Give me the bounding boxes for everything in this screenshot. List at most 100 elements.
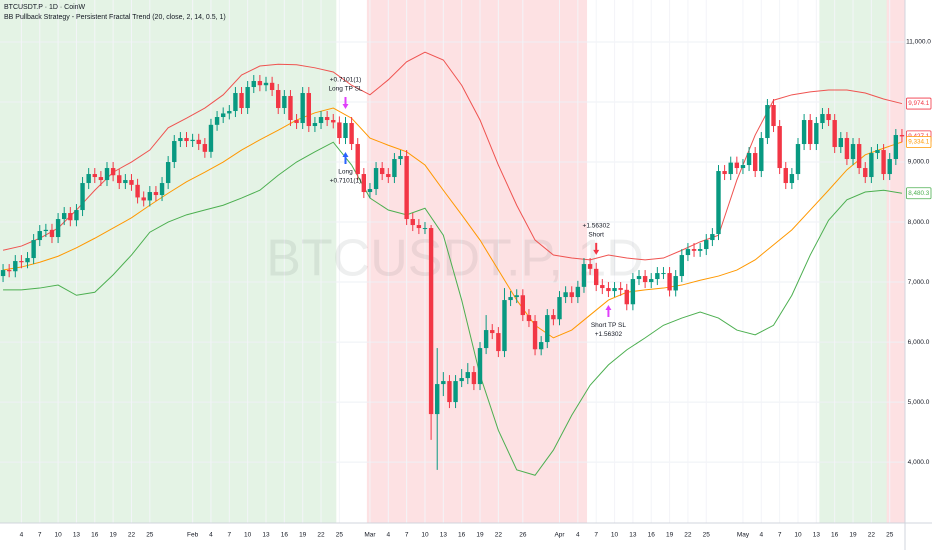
x-tick-label: 7 [405,532,409,539]
candle-body [6,270,12,272]
band-line [2,107,903,339]
candle-body [135,184,140,198]
candle-body [630,279,636,305]
price-axis-panel [905,0,932,550]
x-tick-label: 4 [759,532,763,539]
candle-body [74,210,79,221]
candle-body [740,165,746,169]
candle-body [447,381,452,403]
candle-body [257,81,263,86]
y-tick-label: 11,000.0 [906,39,931,46]
y-tick-label: 7,000.0 [908,279,930,286]
candle-body [636,276,642,280]
signal-label: Short [588,232,604,239]
signal-arrow [593,242,600,255]
candle-body [826,114,831,121]
x-tick-label: 22 [495,532,503,539]
candle-body [37,231,42,241]
x-tick-label: 19 [110,532,118,539]
candle-body [62,213,67,220]
candle-body [783,168,788,184]
candle-body [777,126,782,169]
x-tick-label: 10 [611,532,619,539]
candle-body [679,255,685,277]
candle-body [771,105,776,127]
candle-body [25,258,30,263]
candle-body [19,261,24,263]
candle-body [233,93,238,112]
x-tick-label: 22 [128,532,136,539]
x-tick-label: 4 [209,532,213,539]
candle-body [557,297,562,320]
candle-body [502,300,507,352]
trade-signal: +0.7101(1) Long TP SL [328,77,363,110]
signal-label: +0.7101(1) [330,178,362,185]
candle-body [422,228,428,230]
signal-label: +1.56302 [583,223,611,230]
candle-body [532,321,538,350]
candle-body [759,138,764,172]
price-label-box [906,136,932,148]
x-tick-label: 25 [146,532,154,539]
y-tick-label: 6,000.0 [908,339,930,346]
candle-body [526,315,532,322]
candle-body [453,381,458,403]
candle-body [80,183,85,211]
candle-body [765,105,770,139]
candle-body [0,270,6,277]
x-tick-label: Mar [364,532,376,539]
candle-body [508,297,513,301]
candle-body [398,156,403,160]
candle-body [104,168,110,181]
price-label: 9,974.1 [908,100,930,107]
candle-body [728,162,733,175]
trend-zone [886,0,905,523]
x-tick-label: May [737,532,750,539]
candle-body [251,81,256,88]
x-tick-label: 19 [849,532,857,539]
x-tick-label: 25 [336,532,344,539]
candle-body [752,153,758,172]
x-tick-label: 13 [262,532,270,539]
x-tick-label: 10 [54,532,62,539]
candle-body [606,288,611,292]
candle-body [869,153,874,178]
watermark: BTCUSDT.P, 1D [266,230,644,288]
candle-body [734,162,740,169]
signal-arrow [342,97,349,110]
candle-body [575,286,581,298]
x-tick-label: 16 [91,532,99,539]
candle-body [624,289,629,305]
x-tick-label: 22 [868,532,876,539]
x-tick-label: Apr [554,532,565,539]
candle-body [496,333,501,352]
candle-body [789,174,795,184]
candle-body [214,117,220,125]
candle-body [471,372,477,385]
signal-label: Short TP SL [591,322,627,329]
candle-body [49,229,55,238]
price-label: 8,480.3 [908,190,930,197]
x-tick-label: 4 [386,532,390,539]
candle-body [850,144,856,160]
candle-body [373,168,379,190]
candle-body [178,138,183,142]
x-tick-label: 7 [227,532,231,539]
candle-body [355,144,360,175]
x-tick-label: 19 [666,532,674,539]
signal-label: +0.7101(1) [330,77,362,84]
x-tick-label: 10 [244,532,252,539]
candle-body [716,171,721,235]
candle-body [392,159,397,178]
candle-body [593,268,599,286]
candle-body [899,135,905,137]
strategy-name: BB Pullback Strategy - Persistent Fracta… [4,14,226,21]
candle-body [587,264,593,269]
candle-body [361,174,367,193]
signal-label: +1.56302 [595,331,623,338]
x-tick-label: 25 [703,532,711,539]
candle-body [881,150,886,175]
x-tick-label: 7 [778,532,782,539]
candle-body [612,288,617,292]
